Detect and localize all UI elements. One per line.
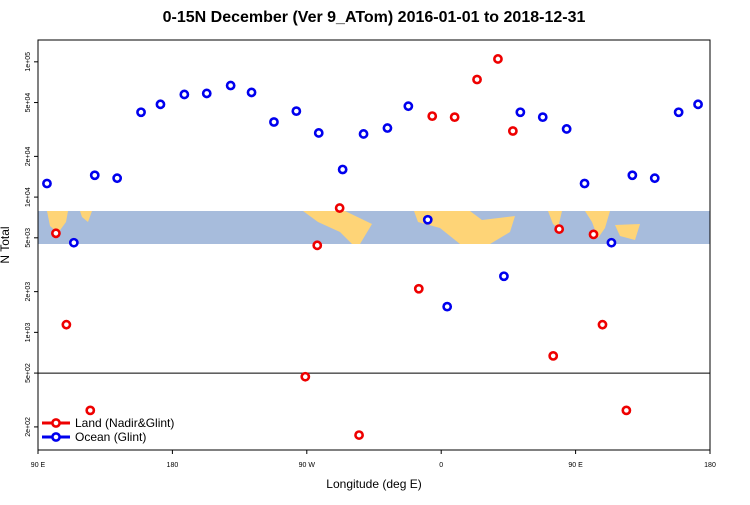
y-tick-label: 2e+03	[25, 282, 32, 302]
point	[358, 129, 369, 139]
point	[403, 101, 414, 112]
point	[68, 237, 79, 248]
point	[673, 107, 684, 118]
x-tick-label: 90 E	[31, 462, 46, 469]
point	[337, 164, 348, 175]
point	[313, 128, 324, 138]
point	[225, 80, 236, 91]
point	[51, 228, 61, 239]
point	[597, 319, 608, 330]
x-tick-label: 0	[439, 462, 443, 469]
point	[442, 301, 453, 312]
point	[507, 126, 518, 136]
legend-marker	[51, 432, 61, 442]
point	[537, 112, 548, 123]
y-tick-label: 2e+02	[25, 417, 32, 437]
point	[515, 107, 526, 118]
point	[588, 229, 599, 240]
point	[300, 371, 311, 382]
y-tick-label: 1e+04	[25, 187, 32, 207]
point	[42, 178, 52, 189]
point	[85, 405, 96, 416]
point	[621, 405, 632, 416]
chart-title: 0-15N December (Ver 9_ATom) 2016-01-01 t…	[163, 9, 586, 26]
x-tick-label: 180	[167, 462, 179, 469]
point	[334, 203, 345, 213]
point	[427, 111, 438, 121]
y-tick-label: 5e+04	[25, 93, 32, 113]
point	[499, 271, 509, 282]
y-tick-label: 1e+03	[25, 322, 32, 342]
legend-marker	[51, 418, 61, 428]
point	[382, 123, 393, 133]
point	[201, 88, 212, 99]
point	[649, 173, 660, 184]
point	[449, 112, 460, 123]
point	[312, 240, 323, 251]
point	[561, 124, 572, 134]
x-tick-label: 90 W	[299, 462, 316, 469]
point	[354, 430, 364, 440]
point	[422, 214, 433, 225]
point	[89, 170, 100, 181]
point	[112, 173, 123, 184]
legend-label: Ocean (Glint)	[75, 430, 146, 444]
point	[548, 350, 559, 361]
point	[179, 89, 190, 100]
y-axis-label: N Total	[0, 226, 12, 263]
map-strip	[38, 211, 710, 244]
point	[606, 237, 617, 248]
x-tick-label: 90 E	[568, 462, 583, 469]
point	[493, 54, 503, 64]
y-tick-label: 5e+03	[25, 228, 32, 248]
plot-frame	[37, 39, 711, 451]
x-tick-label: 180	[704, 462, 716, 469]
legend-label: Land (Nadir&Glint)	[75, 416, 174, 430]
point	[269, 117, 279, 127]
point	[155, 99, 166, 110]
point	[61, 319, 72, 330]
point	[472, 74, 482, 85]
point	[413, 283, 424, 294]
point	[291, 106, 302, 117]
y-tick-label: 5e+02	[25, 363, 32, 383]
point	[136, 107, 146, 118]
point	[246, 87, 257, 98]
point	[627, 170, 638, 181]
x-axis-label: Longitude (deg E)	[326, 477, 421, 491]
legend: Land (Nadir&Glint)Ocean (Glint)	[42, 416, 174, 444]
y-tick-label: 1e+05	[25, 52, 32, 72]
point	[579, 178, 590, 189]
point	[693, 99, 703, 110]
point	[554, 224, 565, 234]
y-tick-label: 2e+04	[25, 146, 32, 166]
